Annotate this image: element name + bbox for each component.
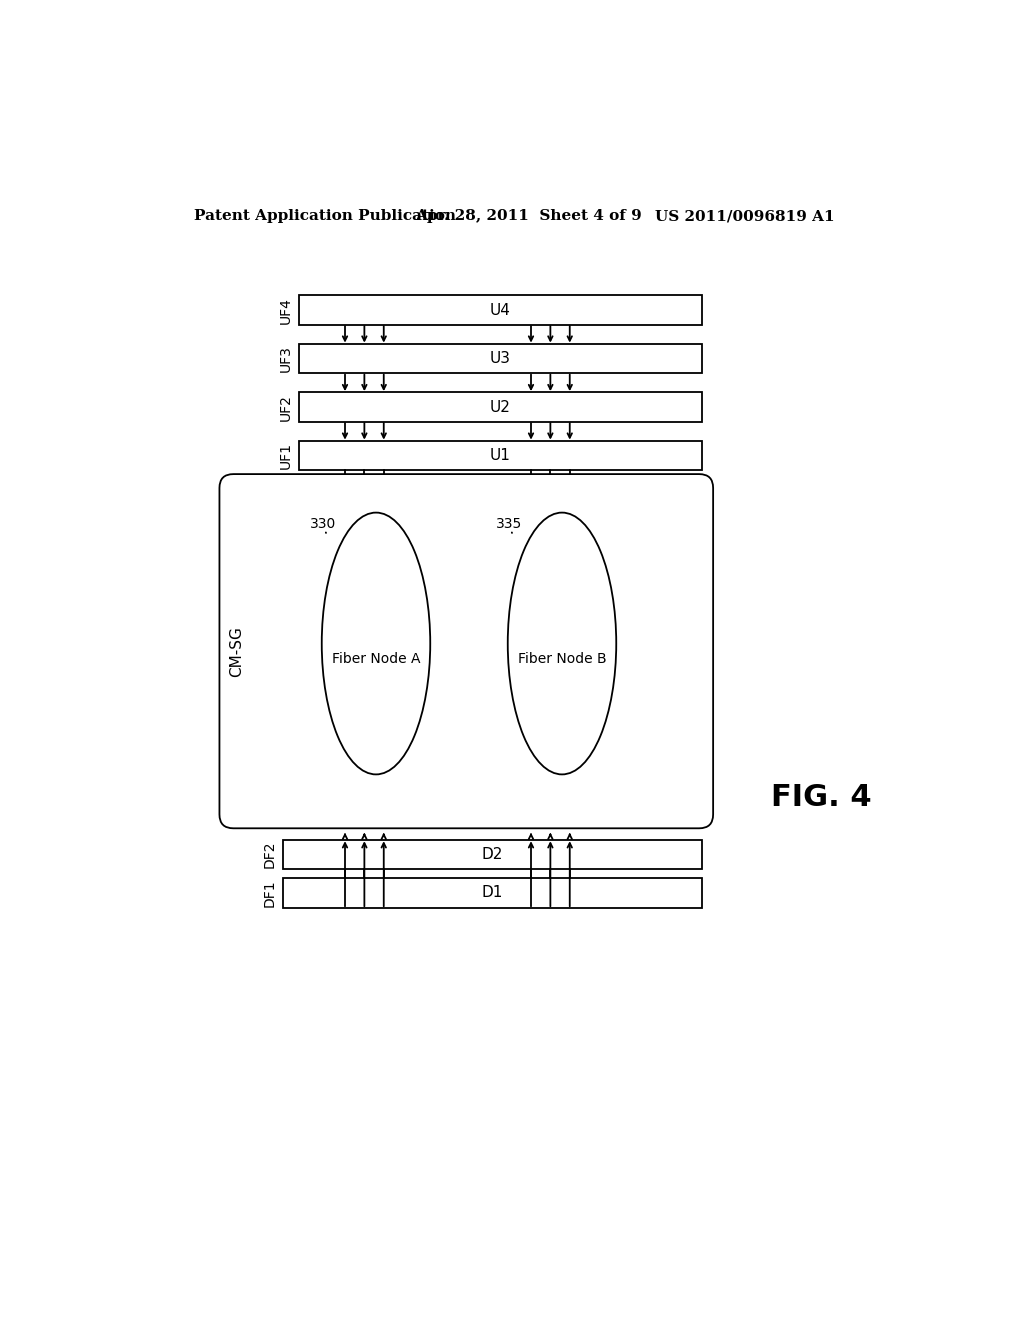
Text: UF2: UF2 — [279, 393, 292, 421]
Text: 335: 335 — [496, 517, 522, 531]
Bar — [283, 878, 701, 908]
Ellipse shape — [508, 512, 616, 775]
FancyBboxPatch shape — [219, 474, 713, 829]
Bar — [299, 441, 701, 470]
Text: U3: U3 — [489, 351, 511, 366]
Bar — [299, 392, 701, 422]
Text: DF1: DF1 — [263, 879, 276, 907]
Text: 330: 330 — [310, 517, 336, 531]
Text: D2: D2 — [481, 847, 503, 862]
Text: Patent Application Publication: Patent Application Publication — [194, 209, 456, 223]
Text: U2: U2 — [489, 400, 510, 414]
Text: Fiber Node B: Fiber Node B — [518, 652, 606, 665]
Text: U1: U1 — [489, 447, 510, 463]
Text: UF4: UF4 — [279, 297, 292, 323]
Text: Apr. 28, 2011  Sheet 4 of 9: Apr. 28, 2011 Sheet 4 of 9 — [415, 209, 641, 223]
Text: FIG. 4: FIG. 4 — [771, 783, 871, 812]
Text: DF2: DF2 — [263, 841, 276, 869]
Text: UF1: UF1 — [279, 442, 292, 469]
Text: Fiber Node A: Fiber Node A — [332, 652, 420, 665]
Text: CM-SG: CM-SG — [229, 626, 244, 677]
Bar — [299, 296, 701, 325]
Ellipse shape — [322, 512, 430, 775]
Text: U4: U4 — [489, 302, 510, 318]
Text: UF3: UF3 — [279, 345, 292, 372]
Text: D1: D1 — [481, 886, 503, 900]
Bar — [283, 840, 701, 869]
Text: US 2011/0096819 A1: US 2011/0096819 A1 — [655, 209, 835, 223]
Bar — [299, 345, 701, 374]
